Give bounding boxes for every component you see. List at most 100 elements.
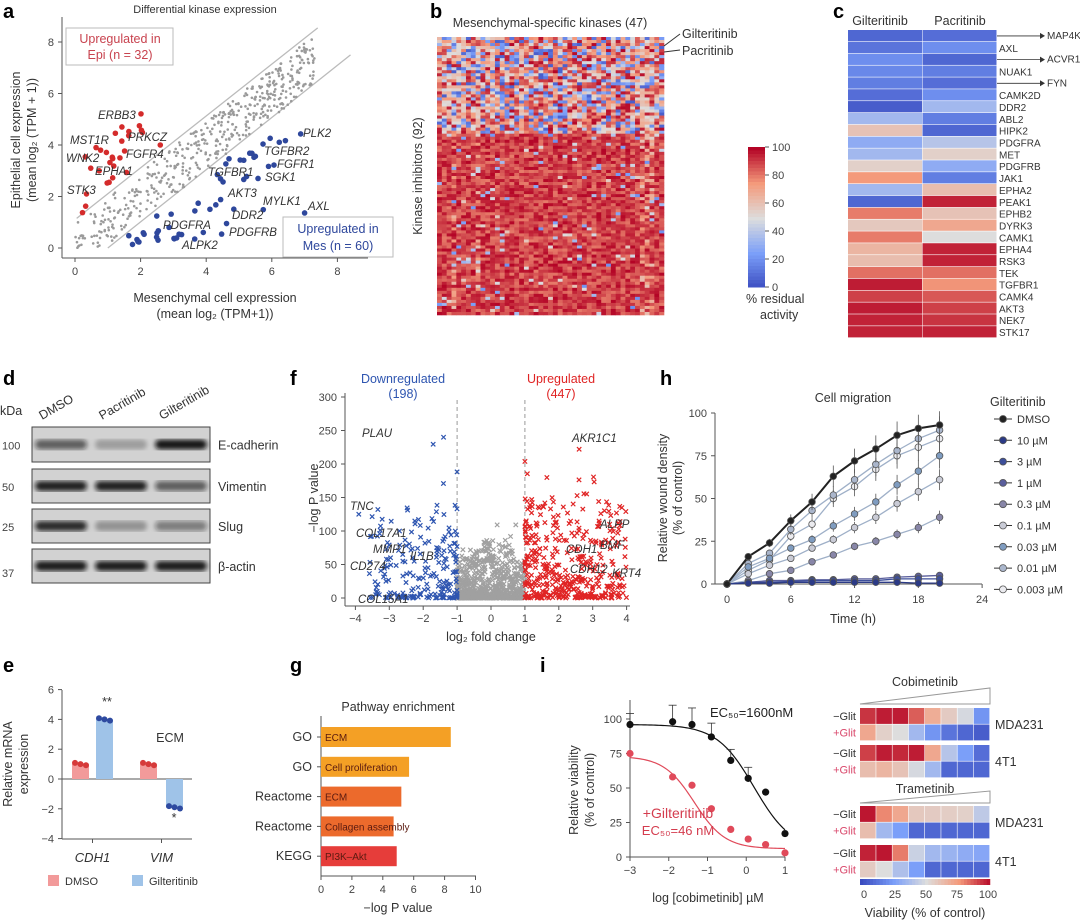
heatmap-cell (567, 191, 573, 195)
heatmap-cell (596, 203, 602, 207)
heatmap-cell (494, 169, 501, 174)
heatmap-cell (456, 236, 462, 240)
heatmap-cell (567, 311, 573, 316)
heatmap-cell (606, 245, 612, 249)
heatmap-cell (538, 169, 544, 174)
threshold-line (107, 54, 351, 249)
heatmap-cell (649, 239, 655, 243)
heatmap-cell (606, 284, 612, 289)
heatmap-cell (475, 142, 481, 147)
heatmap-cell (465, 106, 472, 110)
heatmap-cell (552, 46, 559, 50)
data-point (77, 245, 80, 248)
heatmap-cell (639, 242, 645, 246)
heatmap-cell (659, 281, 665, 286)
heatmap-cell (441, 139, 447, 144)
data-point (267, 85, 271, 88)
heatmap-cell (548, 97, 554, 101)
heatmap-cell (519, 281, 525, 286)
heatmap-cell (514, 290, 520, 295)
heatmap-cell (519, 55, 525, 59)
heatmap-cell (538, 151, 544, 156)
data-point (249, 103, 252, 107)
data-point (163, 157, 167, 161)
heatmap-cell (519, 172, 525, 177)
heatmap-cell (485, 145, 491, 150)
heatmap-cell (586, 266, 592, 270)
heatmap-cell (557, 248, 563, 252)
heatmap-cell (659, 157, 665, 162)
heatmap-cell (437, 91, 443, 95)
heatmap-cell (480, 254, 486, 258)
heatmap-cell (533, 245, 539, 249)
heatmap-cell (523, 148, 530, 153)
heatmap-cell (437, 151, 443, 156)
heatmap-cell (639, 278, 645, 283)
data-point (230, 108, 234, 112)
heatmap-cell (615, 233, 621, 237)
heatmap-cell (494, 142, 501, 147)
data-point (258, 95, 262, 98)
heatmap-cell (451, 94, 457, 98)
heatmap-cell (567, 293, 573, 298)
heatmap-cell (451, 106, 457, 110)
heatmap-cell (446, 127, 452, 131)
heatmap-cell (630, 58, 636, 62)
heatmap-cell (615, 79, 621, 83)
heatmap-cell (437, 251, 443, 255)
data-point (216, 152, 219, 156)
colorbar-segment (748, 157, 765, 162)
heatmap-cell (514, 197, 520, 201)
data-point (194, 161, 198, 165)
heatmap-cell (528, 272, 534, 277)
heatmap-cell (630, 73, 636, 77)
heatmap-cell (581, 257, 588, 261)
data-point (81, 234, 85, 238)
heatmap-cell (470, 281, 476, 286)
heatmap-cell (451, 287, 457, 292)
heatmap-cell (528, 136, 534, 141)
heatmap-cell (586, 130, 592, 134)
heatmap-cell (499, 224, 505, 228)
heatmap-cell (596, 215, 602, 219)
heatmap-cell (475, 257, 481, 261)
heatmap-cell (514, 212, 520, 216)
heatmap-cell (557, 157, 563, 162)
heatmap-cell (635, 179, 641, 183)
panel-label-a: a (3, 1, 15, 23)
data-point-labeled (119, 124, 125, 130)
heatmap-cell (639, 70, 645, 74)
heatmap-cell (514, 266, 520, 270)
heatmap-cell (562, 245, 568, 249)
heatmap-cell (509, 55, 515, 59)
heatmap-cell (649, 203, 655, 207)
heatmap-cell (523, 49, 530, 53)
heatmap-cell (509, 206, 515, 210)
heatmap-cell (499, 203, 505, 207)
heatmap-cell (485, 263, 491, 267)
heatmap-cell (649, 302, 655, 307)
heatmap-cell (548, 245, 554, 249)
heatmap-cell (606, 302, 612, 307)
heatmap-cell (451, 124, 457, 128)
heatmap-cell (601, 148, 607, 153)
heatmap-cell (567, 206, 573, 210)
heatmap-cell (620, 115, 626, 119)
heatmap-cell (465, 215, 472, 219)
heatmap-cell (465, 124, 472, 128)
heatmap-cell (451, 230, 457, 234)
heatmap-cell (441, 58, 447, 62)
heatmap-cell (610, 230, 617, 234)
heatmap-cell (630, 103, 636, 107)
heatmap-cell (441, 266, 447, 270)
heatmap-cell (485, 242, 491, 246)
heatmap-cell (480, 43, 486, 47)
heatmap-cell (644, 79, 650, 83)
heatmap-cell (470, 40, 476, 44)
heatmap-cell (596, 130, 602, 134)
heatmap-cell (523, 257, 530, 261)
heatmap-cell (514, 67, 520, 71)
heatmap-cell (504, 242, 510, 246)
heatmap-cell (591, 67, 597, 71)
heatmap-cell (552, 188, 559, 192)
